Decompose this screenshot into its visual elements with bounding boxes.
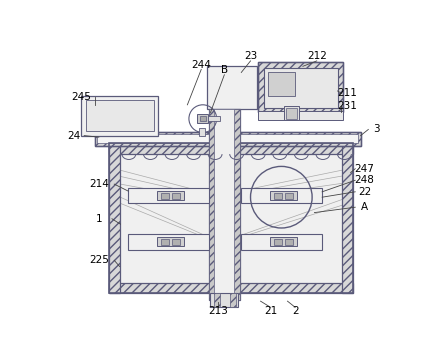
Text: 214: 214: [89, 179, 109, 189]
Bar: [268, 72, 295, 95]
Bar: [214, 109, 234, 300]
Bar: [128, 188, 209, 203]
Text: 213: 213: [208, 306, 228, 316]
Bar: [95, 132, 361, 145]
Text: 2: 2: [292, 306, 299, 316]
Bar: [156, 237, 183, 247]
Bar: [286, 108, 297, 119]
Text: 247: 247: [354, 164, 374, 174]
Text: 23: 23: [244, 51, 257, 61]
Bar: [95, 132, 361, 145]
Bar: [120, 154, 342, 283]
Text: 24: 24: [67, 131, 80, 141]
Bar: [274, 239, 282, 245]
Text: 212: 212: [307, 51, 326, 61]
Text: 245: 245: [71, 92, 91, 102]
Bar: [241, 234, 322, 249]
Text: 3: 3: [373, 125, 379, 134]
Text: 22: 22: [358, 187, 371, 197]
Bar: [208, 116, 220, 121]
Bar: [258, 62, 343, 112]
Bar: [209, 109, 240, 300]
Bar: [128, 234, 209, 249]
Bar: [285, 193, 293, 199]
Text: 244: 244: [191, 60, 211, 70]
Bar: [109, 143, 120, 293]
Bar: [161, 239, 169, 245]
Bar: [86, 100, 154, 131]
Text: B: B: [221, 65, 228, 75]
Bar: [230, 293, 236, 307]
Text: 1: 1: [96, 214, 102, 224]
Text: A: A: [361, 202, 368, 212]
Bar: [161, 193, 169, 199]
Bar: [97, 134, 358, 143]
Bar: [81, 95, 158, 136]
Text: 211: 211: [338, 88, 358, 98]
Bar: [241, 188, 322, 203]
Bar: [258, 111, 343, 120]
Bar: [198, 114, 208, 123]
Bar: [284, 106, 299, 120]
Bar: [210, 293, 238, 307]
Text: 231: 231: [338, 101, 358, 111]
Bar: [206, 66, 256, 109]
Bar: [109, 143, 353, 293]
Bar: [109, 143, 353, 154]
Text: 225: 225: [89, 255, 109, 265]
Bar: [234, 109, 240, 300]
Bar: [172, 193, 180, 199]
Text: 248: 248: [354, 175, 374, 185]
Bar: [214, 293, 220, 307]
Bar: [270, 237, 297, 247]
Bar: [156, 191, 183, 200]
Bar: [342, 143, 353, 293]
Bar: [258, 62, 343, 112]
Bar: [264, 68, 338, 108]
Bar: [172, 239, 180, 245]
Text: 21: 21: [264, 306, 277, 316]
Bar: [209, 109, 214, 300]
Bar: [274, 193, 282, 199]
Bar: [270, 191, 297, 200]
Bar: [199, 128, 205, 136]
Bar: [285, 239, 293, 245]
Bar: [109, 283, 353, 293]
Bar: [200, 116, 206, 121]
